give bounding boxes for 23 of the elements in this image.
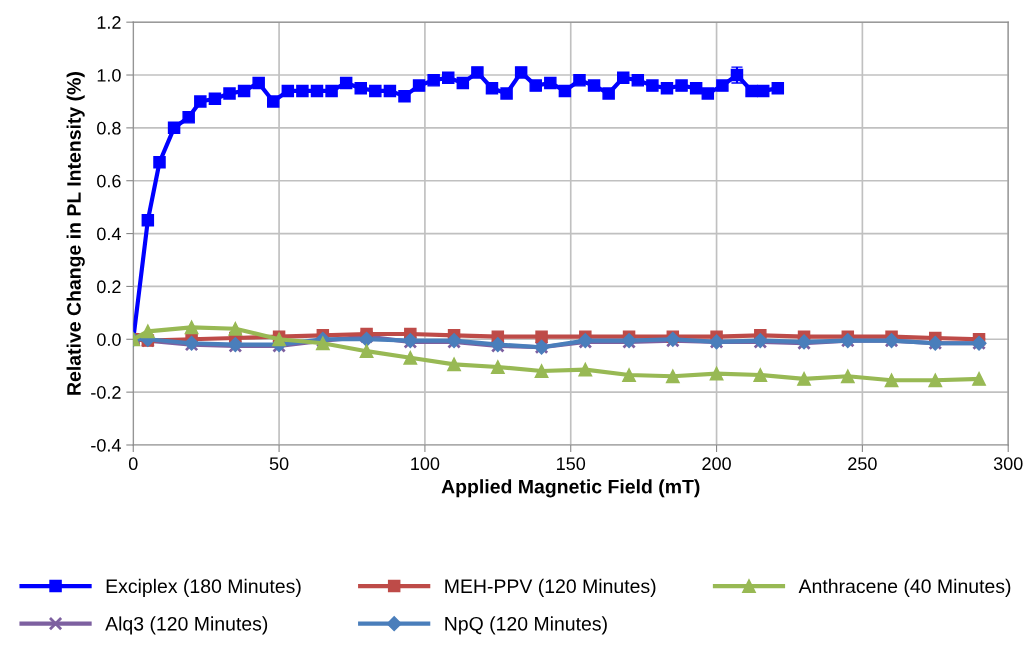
x-tick-label: 200	[702, 457, 731, 471]
y-tick-label: 0.2	[97, 280, 121, 294]
y-tick-label: 0.8	[97, 121, 121, 135]
x-tick-label: 300	[993, 457, 1023, 471]
x-tick-label: 50	[269, 457, 289, 471]
y-axis-title: Relative Change in PL Intensity (%)	[66, 72, 85, 395]
y-tick-label: -0.2	[91, 386, 121, 399]
x-axis-title: Applied Magnetic Field (mT)	[441, 479, 700, 498]
legend-label: Exciplex (180 Minutes)	[106, 578, 301, 597]
y-tick-label: 1.0	[97, 68, 121, 82]
legend-label: MEH-PPV (120 Minutes)	[445, 578, 656, 597]
legend-label: Anthracene (40 Minutes)	[798, 578, 1011, 597]
x-tick-label: 250	[848, 457, 877, 471]
x-tick-label: 0	[128, 457, 138, 471]
y-tick-label: -0.4	[91, 438, 121, 452]
y-tick-label: 1.2	[97, 16, 121, 29]
x-tick-label: 100	[411, 457, 440, 471]
x-tick-label: 150	[557, 457, 586, 471]
y-tick-label: 0.4	[97, 227, 121, 241]
legend-label: NpQ (120 Minutes)	[445, 616, 607, 635]
y-tick-label: 0.6	[97, 174, 121, 188]
legend-label: Alq3 (120 Minutes)	[105, 616, 268, 635]
y-tick-label: 0.0	[97, 333, 121, 346]
